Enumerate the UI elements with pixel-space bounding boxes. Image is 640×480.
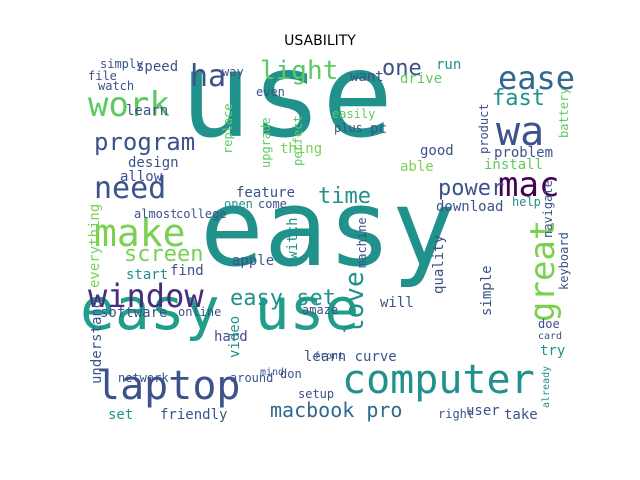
word-network: network [118,371,169,385]
word-download: download [436,199,504,215]
word-software: software [100,305,168,321]
word-right: right [438,407,475,421]
word-allow: allow [120,169,163,185]
word-easily: easily [332,107,376,121]
word-cloud: use easy easy use computer laptop window… [80,58,576,427]
word-will: will [380,295,414,311]
word-switch: switch [285,217,301,268]
word-online: online [178,305,222,319]
word-need: need [94,171,167,206]
word-setup: setup [298,387,335,401]
word-easy-set: easy set [230,286,336,311]
word-user: user [466,403,500,419]
word-wa: wa [496,109,545,155]
word-video: video [227,315,243,358]
word-come: come [258,197,287,211]
word-doe: doe [538,317,560,331]
word-ease: ease [498,59,576,97]
word-laptop: laptop [96,363,241,409]
word-pc: pc [370,121,387,137]
word-program: program [94,128,196,156]
word-use: use [180,58,394,164]
word-card: card [538,331,563,342]
word-design: design [128,155,179,171]
word-work: work [88,85,170,125]
word-ha: ha [190,59,227,94]
word-problem: problem [494,145,554,161]
word-file: file [88,69,117,83]
word-want: want [350,69,384,85]
word-macbook-pro: macbook pro [270,398,403,422]
word-window: window [88,277,204,315]
word-learn: learn [126,103,169,119]
word-take: take [504,407,538,423]
word-way: way [222,65,244,79]
word-mind: mind [260,367,285,378]
word-perfect: perfect [291,115,305,166]
word-front: front [314,351,345,362]
word-machine: machine [355,217,369,268]
word-almost: almost [134,207,178,221]
word-find: find [170,263,204,279]
word-set: set [108,407,134,423]
word-navigate: navigate [541,180,555,238]
word-screen: screen [124,242,204,267]
word-amaze: amaze [302,303,339,317]
word-make: make [94,211,186,255]
word-college: college [176,207,227,221]
word-around: around [230,371,274,385]
word-able: able [400,159,434,175]
word-everything: everything [87,203,103,288]
figure-title: USABILITY [284,33,356,49]
word-drive: drive [400,71,443,87]
word-time: time [318,184,371,209]
word-feature: feature [236,185,296,201]
word-start: start [126,267,169,283]
word-upgrade: upgrade [259,117,273,168]
word-product: product [477,103,491,154]
word-help: help [512,195,541,209]
word-simply: simply [100,58,144,71]
word-learn-curve: learn curve [304,349,397,365]
word-mac: mac [498,165,560,205]
word-run: run [436,58,462,73]
word-computer: computer [342,357,535,403]
word-try: try [540,343,566,359]
word-speed: speed [136,59,179,75]
word-simple: simple [479,265,495,316]
word-light: light [260,58,339,86]
word-hard: hard [214,329,248,345]
word-quality: quality [431,234,447,294]
word-one: one [382,58,422,81]
word-even: even [256,85,285,99]
word-keyboard: keyboard [557,232,571,290]
word-easy-use: easy use [80,275,360,343]
word-good: good [420,143,454,159]
word-understand: understand [89,299,105,384]
word-already: already [541,365,552,408]
word-open: open [224,197,253,211]
word-don: don [280,367,302,381]
word-battery: battery [557,87,571,138]
word-plus: plus [334,121,363,135]
word-love: love [340,271,370,334]
word-install: install [484,157,544,173]
word-friendly: friendly [160,407,228,423]
word-thing: thing [280,141,323,157]
word-replace: replace [221,103,235,154]
word-apple: apple [232,253,275,269]
word-power: power [438,176,505,201]
word-watch: watch [98,79,135,93]
word-easy: easy [200,167,456,290]
word-fast: fast [492,86,545,111]
